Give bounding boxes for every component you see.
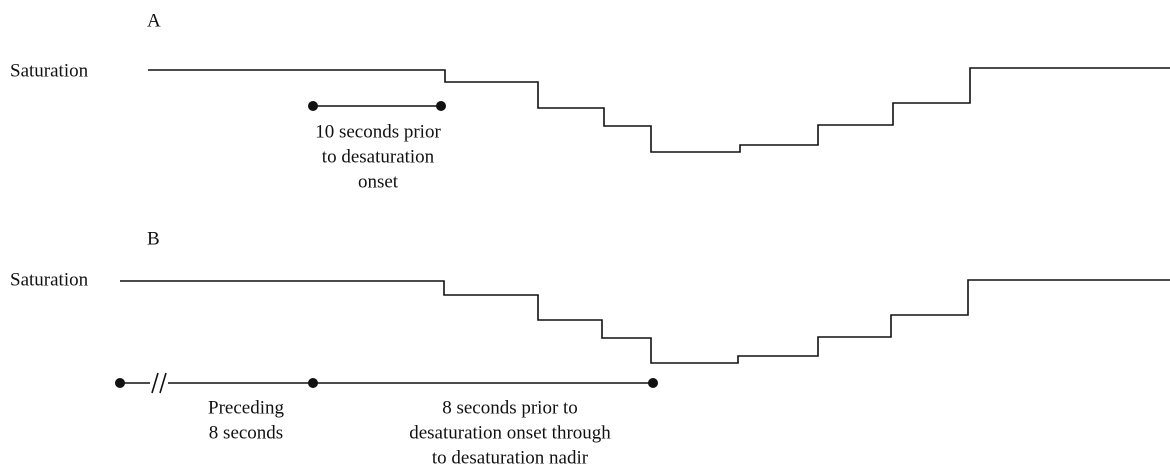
interval-end xyxy=(115,378,125,388)
panel-label: B xyxy=(147,228,160,249)
annotation: to desaturation nadir xyxy=(432,447,589,468)
annotation: to desaturation xyxy=(322,146,435,167)
panel-label: A xyxy=(147,10,161,31)
annotation: onset xyxy=(358,171,399,192)
annotation: 8 seconds xyxy=(209,422,283,443)
break-mark xyxy=(159,372,167,394)
annotation: 10 seconds prior xyxy=(315,121,441,142)
annotation: Preceding xyxy=(208,397,284,418)
interval-end xyxy=(648,378,658,388)
saturation-trace xyxy=(148,67,1170,153)
interval-end xyxy=(436,101,446,111)
axis-label: Saturation xyxy=(10,269,89,290)
axis-label: Saturation xyxy=(10,60,89,81)
interval-end xyxy=(308,378,318,388)
annotation: 8 seconds prior to xyxy=(442,397,578,418)
interval-end xyxy=(308,101,318,111)
saturation-trace xyxy=(120,279,1170,364)
break-mark xyxy=(151,372,159,394)
annotation: desaturation onset through xyxy=(409,422,611,443)
